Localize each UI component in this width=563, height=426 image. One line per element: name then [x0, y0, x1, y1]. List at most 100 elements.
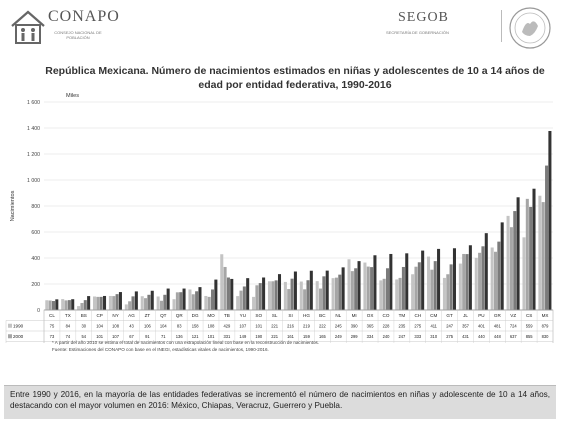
data-label: 559: [526, 323, 534, 328]
bar-2016-AG: [134, 291, 138, 310]
bar-2000-VZ: [509, 227, 513, 310]
bar-2010-ZT: [147, 294, 151, 310]
bar-1990-VZ: [506, 215, 510, 310]
bar-1990-TX: [61, 299, 65, 310]
x-tick-label-SO: SO: [255, 313, 262, 318]
data-label: 73: [50, 334, 55, 339]
x-tick-label-BC: BC: [319, 313, 326, 318]
bar-2016-TB: [230, 278, 234, 310]
x-tick-label-QT: QT: [160, 313, 167, 318]
data-label: 101: [208, 334, 216, 339]
bar-2000-HG: [303, 289, 307, 310]
bar-2010-BC: [322, 276, 326, 310]
x-tick-label-GT: GT: [446, 313, 453, 318]
bar-2010-OX: [370, 267, 374, 310]
bar-1990-CM: [427, 256, 431, 310]
bar-1990-GT: [442, 277, 446, 310]
data-label: 365: [367, 323, 375, 328]
bar-1990-CO: [379, 280, 383, 310]
x-tick-label-NL: NL: [335, 313, 341, 318]
bar-2010-CM: [433, 261, 437, 310]
bar-1990-QT: [156, 296, 160, 310]
data-label: 107: [112, 334, 120, 339]
bar-2010-HG: [306, 280, 310, 310]
bar-2016-OX: [373, 255, 377, 310]
bar-1990-PU: [474, 257, 478, 310]
bar-1990-GR: [490, 247, 494, 310]
data-label: 429: [224, 323, 232, 328]
legend-swatch-1990: [8, 323, 12, 328]
bar-1990-ZT: [140, 296, 144, 310]
chart-title: República Mexicana. Número de nacimiento…: [45, 65, 545, 91]
data-label: 411: [430, 323, 437, 328]
y-tick-label: 400: [31, 256, 40, 262]
data-label: 108: [112, 323, 120, 328]
data-label: 149: [239, 334, 247, 339]
data-label: 247: [446, 323, 454, 328]
x-tick-label-PU: PU: [478, 313, 484, 318]
bar-1990-SL: [267, 281, 272, 310]
legend-label-2000: 2000: [13, 334, 24, 339]
bar-1990-AG: [124, 304, 128, 310]
bar-1990-CL: [45, 300, 49, 310]
bar-2010-TM: [401, 266, 405, 310]
data-label: 91: [145, 334, 150, 339]
x-tick-label-NY: NY: [112, 313, 118, 318]
bar-2000-ZT: [144, 298, 148, 310]
y-tick-label: 1 000: [27, 178, 40, 184]
x-tick-label-CM: CM: [430, 313, 437, 318]
data-label: 71: [161, 334, 166, 339]
data-label: 75: [50, 323, 55, 328]
bar-2000-SO: [255, 285, 259, 310]
data-label: 221: [271, 334, 279, 339]
bar-2016-VZ: [516, 197, 520, 310]
y-tick-label: 200: [31, 282, 40, 288]
x-tick-label-OX: OX: [367, 313, 374, 318]
bar-2000-YU: [239, 290, 243, 310]
data-label: 161: [287, 334, 295, 339]
bar-2000-SI: [287, 289, 291, 310]
x-tick-label-MI: MI: [352, 313, 357, 318]
bar-2000-SL: [271, 281, 275, 310]
bar-2000-QR: [175, 292, 179, 310]
bar-2010-CO: [385, 268, 390, 310]
data-label: 431: [462, 334, 470, 339]
data-label: 249: [335, 334, 343, 339]
bar-2010-CP: [99, 296, 103, 310]
bar-2010-GT: [449, 264, 453, 310]
bar-1990-CS: [522, 237, 526, 310]
bar-1990-YU: [236, 296, 240, 310]
data-label: 67: [129, 334, 134, 339]
x-tick-label-SL: SL: [272, 313, 278, 318]
bar-1990-TB: [220, 254, 224, 310]
bar-2010-SO: [258, 283, 262, 310]
data-label: 401: [478, 323, 486, 328]
segob-subtitle: SECRETARÍA DE GOBERNACIÓN: [386, 30, 449, 35]
bar-2010-SI: [290, 278, 294, 310]
bar-2000-CL: [48, 300, 52, 310]
bar-2000-NY: [112, 296, 116, 310]
bar-1990-DG: [188, 289, 192, 310]
bar-2010-JL: [465, 254, 469, 310]
bar-2016-BC: [325, 270, 329, 310]
bar-2016-MX: [548, 130, 552, 310]
bar-2016-SL: [277, 274, 282, 310]
bar-2016-TX: [71, 299, 75, 310]
bar-2010-QT: [163, 294, 167, 310]
bar-2000-DG: [191, 294, 195, 310]
bar-2000-TB: [223, 266, 227, 310]
data-label: 190: [255, 334, 263, 339]
bar-2010-GR: [497, 241, 501, 310]
bar-2016-TM: [405, 253, 409, 310]
bar-2010-YU: [242, 286, 246, 310]
y-axis-label: Nacimientos: [10, 190, 16, 221]
house-family-icon: [11, 10, 45, 44]
bar-2010-MO: [211, 289, 215, 310]
bar-1990-MI: [347, 259, 351, 310]
summary-box: Entre 1990 y 2016, en la mayoría de las …: [4, 385, 556, 419]
bar-2016-JL: [468, 245, 472, 310]
data-label: 83: [177, 323, 182, 328]
x-tick-label-DG: DG: [192, 313, 199, 318]
bar-2016-CM: [437, 248, 441, 310]
